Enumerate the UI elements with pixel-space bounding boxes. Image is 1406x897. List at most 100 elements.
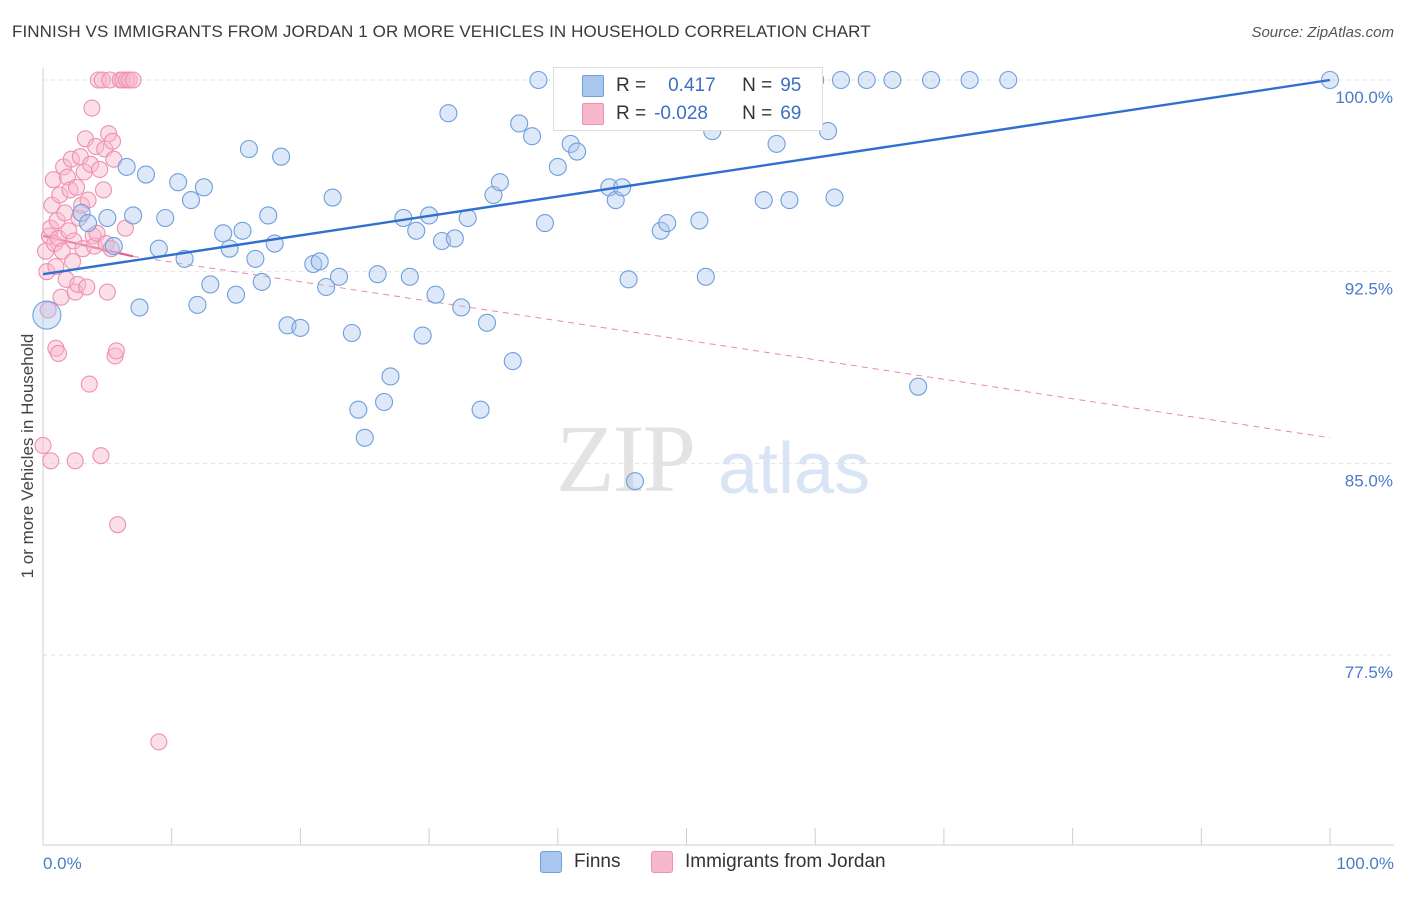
point-jordan (49, 344, 67, 362)
point-jordan (53, 242, 71, 260)
point-finns (690, 211, 709, 230)
chart-title: FINNISH VS IMMIGRANTS FROM JORDAN 1 OR M… (12, 22, 871, 41)
point-jordan (94, 181, 113, 199)
point-finns (375, 392, 394, 412)
point-finns (625, 472, 645, 491)
point-finns (310, 252, 329, 271)
point-jordan (103, 132, 122, 150)
point-finns (535, 214, 554, 233)
point-jordan (42, 452, 60, 470)
point-jordan (107, 342, 125, 360)
point-jordan (116, 219, 134, 237)
y-tick-label: 100.0% (1335, 88, 1393, 107)
legend-item-jordan[interactable]: Immigrants from Jordan (651, 851, 886, 873)
point-jordan (98, 283, 116, 301)
point-jordan (51, 186, 69, 204)
points-jordan (34, 71, 168, 751)
point-finns (754, 191, 773, 210)
point-finns (439, 104, 458, 123)
point-finns (78, 214, 98, 233)
y-tick-label: 85.0% (1345, 471, 1393, 490)
y-tick-labels: 100.0% 92.5% 85.0% 77.5% (1335, 88, 1393, 682)
x-tick-label-min: 0.0% (43, 854, 82, 873)
watermark-zip: ZIP (556, 405, 696, 512)
point-finns (246, 249, 265, 268)
point-finns (220, 239, 239, 258)
point-jordan (102, 240, 120, 258)
legend-r-value: -0.028 (654, 103, 708, 124)
point-finns (452, 298, 471, 317)
point-finns (201, 275, 220, 294)
point-jordan (60, 222, 78, 240)
legend-r-label: R = (616, 103, 647, 124)
point-jordan (80, 375, 98, 393)
point-jordan (64, 252, 82, 270)
point-finns (355, 428, 374, 447)
point-finns (883, 70, 902, 90)
point-finns (831, 70, 850, 90)
point-finns (117, 157, 136, 176)
legend-label-jordan: Immigrants from Jordan (685, 851, 886, 872)
legend-item-finns[interactable]: Finns (540, 851, 620, 873)
point-jordan (70, 209, 88, 227)
point-finns (471, 400, 490, 419)
point-finns (349, 400, 368, 419)
point-finns (124, 206, 143, 225)
legend-n-label: N = (742, 75, 773, 96)
y-tick-label: 92.5% (1345, 280, 1393, 299)
y-tick-label: 77.5% (1345, 663, 1393, 682)
point-finns (999, 70, 1018, 90)
point-finns (227, 285, 246, 304)
point-finns (510, 114, 529, 133)
point-finns (214, 224, 233, 243)
point-finns (104, 237, 123, 256)
point-finns (658, 214, 677, 233)
point-finns (909, 377, 928, 396)
point-finns (98, 208, 117, 228)
point-finns (503, 352, 522, 371)
point-finns (156, 208, 175, 228)
point-finns (239, 139, 258, 159)
legend-swatch-finns (582, 75, 604, 97)
watermark-atlas: atlas (718, 429, 871, 509)
legend-n-value: 95 (780, 75, 802, 96)
point-jordan (82, 155, 100, 173)
point-finns (259, 206, 278, 225)
point-finns (780, 191, 799, 210)
point-finns (194, 178, 213, 197)
point-jordan (150, 733, 168, 751)
legend-swatch-jordan (582, 103, 604, 125)
chart-source: Source: ZipAtlas.com (1251, 24, 1394, 41)
point-finns (181, 191, 201, 210)
point-jordan (91, 160, 109, 178)
stats-legend: R = 0.417 N = 95 R = -0.028 N = 69 (553, 67, 823, 131)
point-finns (329, 267, 349, 286)
point-jordan (39, 301, 57, 319)
point-jordan (56, 204, 74, 222)
legend-label-finns: Finns (574, 851, 621, 872)
point-finns (323, 188, 342, 207)
trend-jordan (42, 234, 1331, 439)
point-finns (130, 298, 149, 317)
legend-row-finns: R = 0.417 N = 95 (554, 72, 801, 100)
point-finns (921, 70, 941, 90)
legend-row-jordan: R = -0.028 N = 69 (554, 100, 801, 128)
point-finns (857, 70, 876, 90)
point-finns (400, 267, 419, 286)
point-jordan (120, 71, 138, 89)
point-jordan (100, 125, 118, 143)
x-ticks (171, 828, 1331, 845)
trend-finns (42, 78, 1331, 276)
point-finns (252, 272, 271, 291)
x-tick-label-max: 100.0% (1336, 854, 1394, 873)
point-jordan (89, 71, 107, 89)
point-finns (568, 142, 587, 161)
point-jordan (109, 516, 127, 534)
legend-r-label: R = (616, 75, 647, 96)
point-finns (445, 229, 464, 248)
point-jordan (34, 436, 52, 454)
legend-n-value: 69 (780, 103, 802, 124)
point-finns (136, 165, 156, 184)
